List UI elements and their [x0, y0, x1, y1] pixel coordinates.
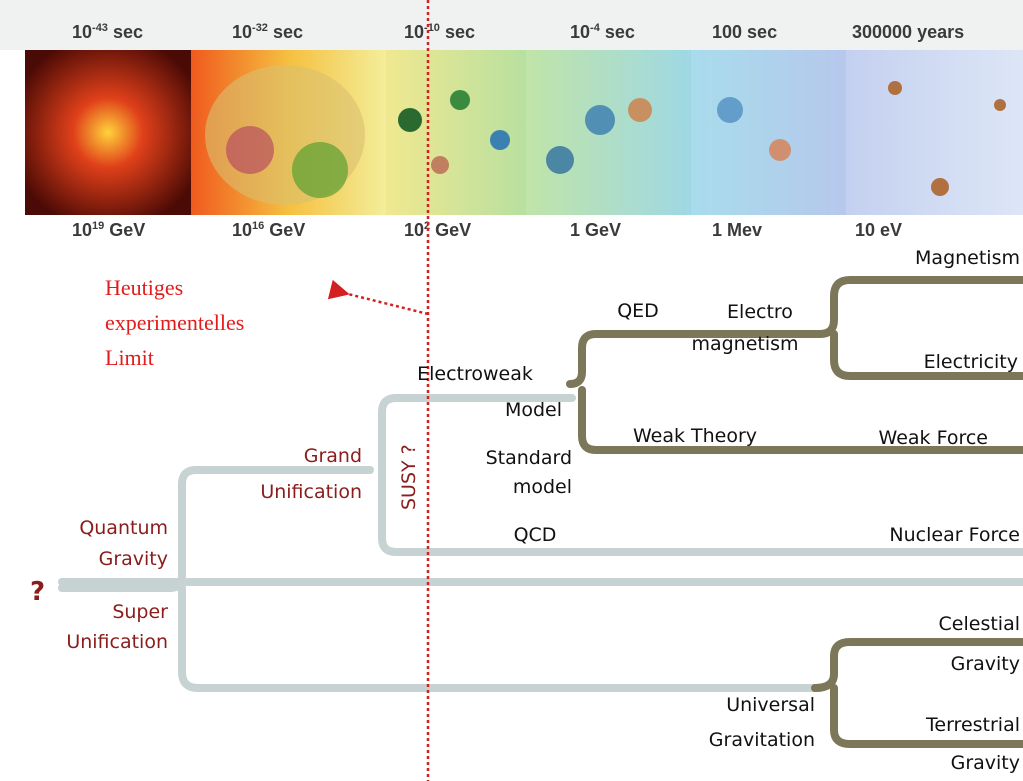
scale-base: 10: [232, 220, 252, 240]
energy-scale: 1019 GeV 1016 GeV 102 GeV 1 GeV 1 Mev 10 eV: [72, 220, 902, 240]
header-band: [0, 0, 1023, 50]
scale-label: 1016 GeV: [232, 220, 305, 240]
scale-label: 10-32 sec: [232, 22, 303, 42]
node-label: Model: [505, 399, 562, 421]
node-label: Electroweak: [417, 363, 533, 385]
node-label: model: [513, 476, 572, 498]
scale-unit: Mev: [727, 220, 762, 240]
node-label: Weak Theory: [633, 425, 757, 447]
scale-label: 10-43 sec: [72, 22, 143, 42]
node-label: Gravitation: [709, 729, 815, 751]
scale-base: 10: [232, 22, 252, 42]
scale-unit: sec: [747, 22, 777, 42]
scale-exponent: -4: [590, 22, 601, 34]
scale-label: 102 GeV: [404, 220, 471, 240]
epoch-images: [25, 50, 1023, 215]
annotation: Heutiges experimentelles Limit: [105, 275, 244, 370]
scale-base: 10: [404, 220, 424, 240]
node-label: ?: [30, 577, 45, 607]
scale-label: 1019 GeV: [72, 220, 145, 240]
scale-label: 300000 years: [852, 22, 964, 42]
scale-exponent: 2: [424, 220, 430, 232]
node-label: Grand: [304, 445, 362, 467]
scale-unit: sec: [605, 22, 635, 42]
node-label: Nuclear Force: [889, 524, 1020, 546]
node-label: Celestial: [939, 613, 1020, 635]
scale-exponent: 16: [252, 220, 264, 232]
node-label: Magnetism: [915, 247, 1020, 269]
node-label: magnetism: [691, 333, 798, 355]
scale-unit: eV: [880, 220, 902, 240]
node-label: SUSY ?: [398, 444, 420, 510]
scale-exponent: -10: [424, 22, 440, 34]
scale-label: 10 eV: [855, 220, 902, 240]
node-label: Gravity: [951, 752, 1020, 774]
scale-unit: sec: [113, 22, 143, 42]
annotation-line: Limit: [105, 345, 154, 370]
nodes: ? Quantum Gravity Super Unification Gran…: [30, 247, 1020, 774]
node-label: QCD: [514, 524, 557, 546]
scale-unit: GeV: [109, 220, 145, 240]
node-label: Gravity: [99, 548, 168, 570]
scale-base: 10: [855, 220, 875, 240]
node-label: Electricity: [924, 351, 1018, 373]
branches: [58, 276, 1023, 748]
scale-unit: GeV: [585, 220, 621, 240]
scale-exponent: -32: [252, 22, 268, 34]
annotation-line: experimentelles: [105, 310, 244, 335]
annotation-line: Heutiges: [105, 275, 183, 300]
scale-unit: GeV: [435, 220, 471, 240]
node-label: Terrestrial: [925, 714, 1020, 736]
node-label: Gravity: [951, 653, 1020, 675]
scale-exponent: 19: [92, 220, 104, 232]
node-label: Standard: [486, 447, 572, 469]
scale-base: 10: [404, 22, 424, 42]
scale-base: 300000: [852, 22, 912, 42]
scale-base: 10: [570, 22, 590, 42]
limit-arrow: [327, 279, 429, 316]
scale-label: 10-4 sec: [570, 22, 635, 42]
scale-base: 100: [712, 22, 742, 42]
scale-label: 1 GeV: [570, 220, 621, 240]
scale-label: 100 sec: [712, 22, 777, 42]
node-label: Electro: [727, 301, 793, 323]
node-label: Weak Force: [879, 427, 988, 449]
scale-base: 10: [72, 220, 92, 240]
scale-unit: GeV: [269, 220, 305, 240]
node-label: Universal: [726, 694, 815, 716]
node-label: Super: [112, 601, 168, 623]
node-label: QED: [617, 300, 659, 322]
scale-base: 1: [570, 220, 580, 240]
scale-unit: years: [917, 22, 964, 42]
scale-base: 1: [712, 220, 722, 240]
scale-exponent: -43: [92, 22, 108, 34]
time-scale: 10-43 sec 10-32 sec 10-10 sec 10-4 sec 100 sec 300…: [72, 22, 964, 42]
scale-unit: sec: [273, 22, 303, 42]
node-label: Quantum: [79, 517, 168, 539]
node-label: Unification: [260, 481, 362, 503]
scale-label: 1 Mev: [712, 220, 762, 240]
node-label: Unification: [66, 631, 168, 653]
scale-unit: sec: [445, 22, 475, 42]
scale-base: 10: [72, 22, 92, 42]
